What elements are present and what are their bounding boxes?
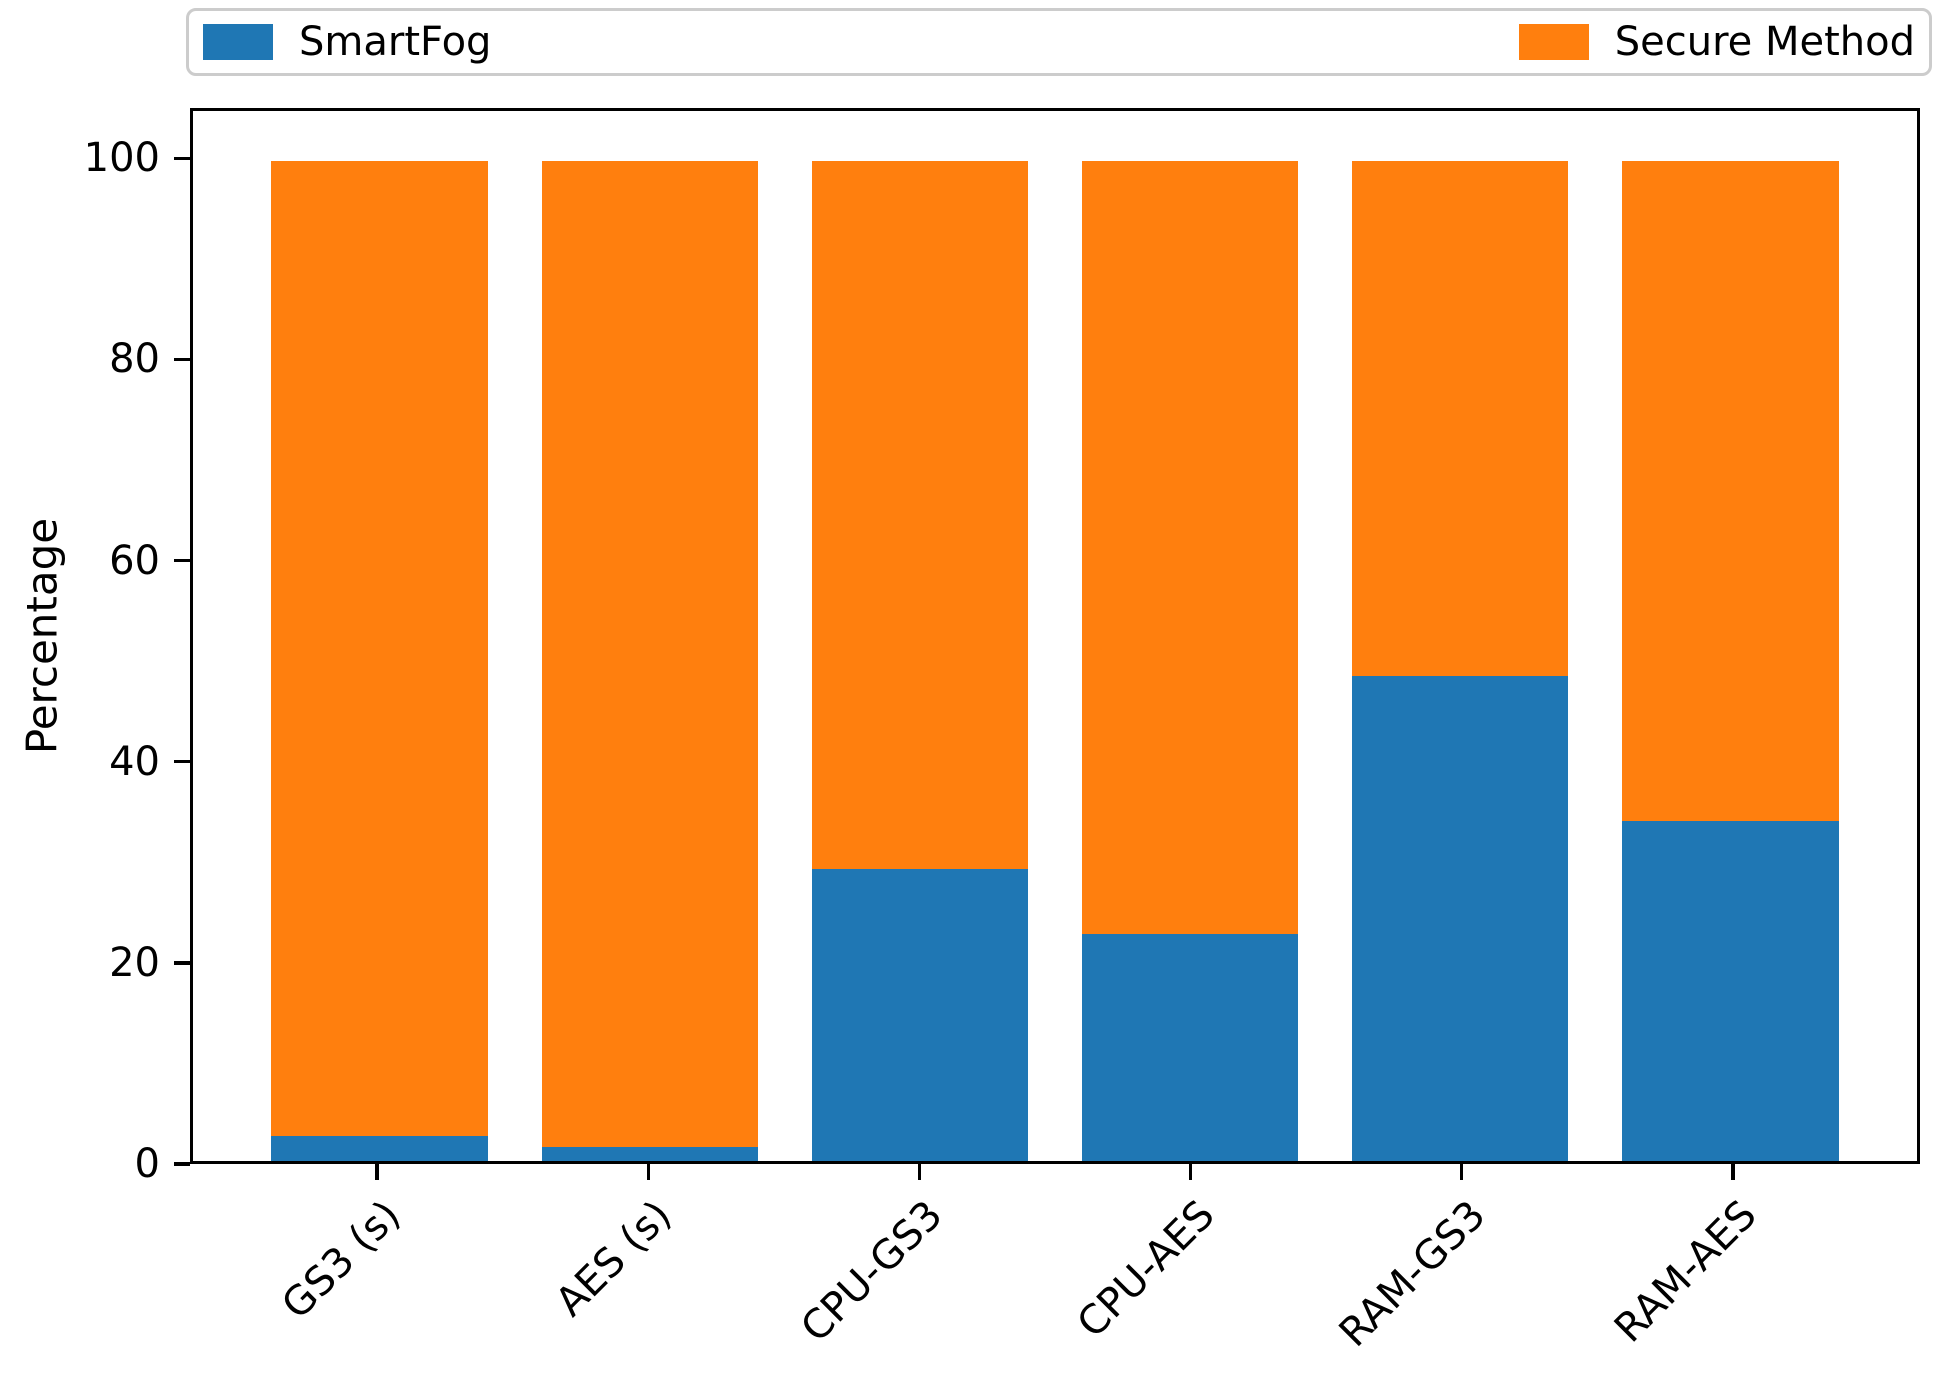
legend-entry-secure-method: Secure Method — [1518, 19, 1915, 65]
x-tick-mark — [375, 1164, 379, 1180]
bar-segment-smartfog — [271, 1136, 488, 1161]
legend-entry-smartfog: SmartFog — [203, 19, 491, 65]
bar-segment-smartfog — [1352, 676, 1569, 1161]
bar-segment-secure-method — [1622, 161, 1839, 821]
bar-stack-cpu-aes — [1082, 111, 1299, 1161]
bar-stack-gs3-s- — [271, 111, 488, 1161]
bar-stack-ram-aes — [1622, 111, 1839, 1161]
bar-segment-smartfog — [1082, 934, 1299, 1161]
legend-label-secure-method: Secure Method — [1614, 19, 1915, 65]
y-tick-mark — [174, 1162, 190, 1166]
secure-method-swatch-icon — [1518, 24, 1589, 60]
bar-segment-secure-method — [1352, 161, 1569, 676]
smartfog-swatch-icon — [203, 24, 273, 60]
x-tick-mark — [646, 1164, 650, 1180]
y-tick-label: 20 — [109, 939, 160, 986]
x-tick-mark — [1459, 1164, 1464, 1180]
bar-stack-ram-gs3 — [1352, 111, 1569, 1161]
bar-segment-secure-method — [541, 161, 758, 1148]
bar-segment-secure-method — [1082, 161, 1299, 934]
x-tick-mark — [1188, 1164, 1193, 1180]
bar-stack-cpu-gs3 — [811, 111, 1028, 1161]
bar-segment-smartfog — [541, 1147, 758, 1161]
y-tick-mark — [174, 759, 190, 764]
bar-stack-aes-s- — [541, 111, 758, 1161]
y-tick-label: 0 — [134, 1141, 160, 1187]
y-tick-mark — [174, 961, 190, 965]
bar-segment-secure-method — [811, 161, 1028, 869]
x-tick-label: AES (s) — [547, 1192, 681, 1326]
bar-segment-secure-method — [271, 161, 488, 1136]
x-tick-label: RAM-GS3 — [1330, 1192, 1495, 1356]
legend: SmartFog Secure Method — [186, 8, 1932, 76]
x-tick-label: CPU-AES — [1068, 1192, 1224, 1347]
bar-segment-smartfog — [1622, 821, 1839, 1161]
y-tick-label: 100 — [83, 135, 160, 182]
legend-label-smartfog: SmartFog — [299, 19, 492, 65]
x-tick-mark — [1731, 1164, 1735, 1180]
y-tick-mark — [174, 558, 190, 563]
plot-area — [190, 108, 1920, 1164]
x-tick-mark — [917, 1164, 922, 1180]
y-tick-label: 60 — [109, 537, 160, 584]
y-tick-mark — [174, 357, 190, 362]
x-tick-label: CPU-GS3 — [792, 1192, 952, 1352]
x-tick-label: RAM-AES — [1605, 1192, 1766, 1352]
y-tick-label: 80 — [109, 336, 160, 383]
y-tick-mark — [174, 156, 190, 161]
x-tick-label: GS3 (s) — [273, 1192, 410, 1329]
y-tick-label: 40 — [109, 738, 160, 785]
bar-segment-smartfog — [811, 869, 1028, 1161]
